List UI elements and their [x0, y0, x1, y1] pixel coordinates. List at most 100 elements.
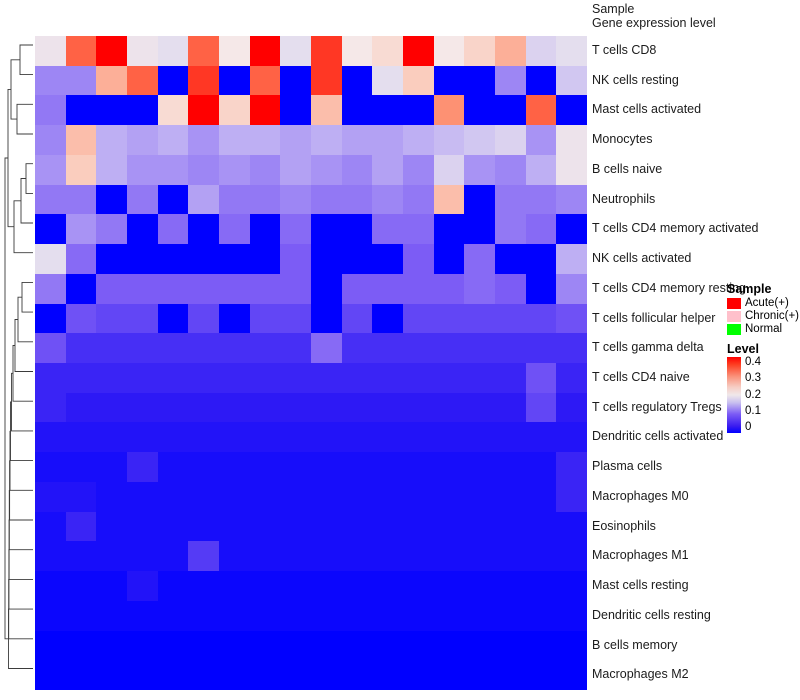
heatmap-cell	[126, 481, 158, 512]
heatmap-cell	[126, 184, 158, 215]
heatmap-cell	[525, 244, 557, 274]
heatmap-cell	[188, 95, 219, 126]
heatmap-cell	[433, 392, 465, 423]
heatmap-cell	[249, 630, 281, 661]
heatmap-cell	[188, 660, 219, 690]
heatmap-cell	[96, 452, 127, 482]
heatmap-cell	[218, 571, 250, 601]
heatmap-cell	[433, 214, 465, 245]
heatmap-cell	[402, 452, 434, 482]
heatmap-cell	[464, 36, 495, 66]
heatmap-cell	[65, 184, 97, 215]
heatmap-cell	[35, 125, 66, 155]
heatmap-cell	[372, 571, 403, 601]
heatmap-cell	[464, 660, 495, 690]
heatmap-cell	[525, 481, 557, 512]
heatmap-cell	[280, 36, 311, 66]
heatmap-cell	[35, 154, 66, 185]
level-legend-body: 0.4 0.3 0.2 0.1 0	[727, 356, 800, 433]
heatmap-cell	[310, 452, 342, 482]
heatmap-cell	[126, 541, 158, 572]
heatmap-cell	[249, 273, 281, 304]
heatmap-cell	[341, 36, 373, 66]
heatmap-cell	[96, 303, 127, 334]
heatmap-cell	[310, 511, 342, 542]
heatmap-cell	[525, 422, 557, 453]
heatmap-cell	[341, 273, 373, 304]
row-label: T cells regulatory Tregs	[592, 399, 722, 414]
heatmap-cell	[157, 244, 189, 274]
heatmap-cell	[433, 184, 465, 215]
heatmap-cell	[464, 273, 495, 304]
sample-legend-swatch	[727, 310, 741, 322]
heatmap-cell	[35, 333, 66, 363]
heatmap-cell	[464, 154, 495, 185]
heatmap-cell	[218, 630, 250, 661]
heatmap-cell	[433, 630, 465, 661]
row-label: Macrophages M1	[592, 548, 689, 563]
heatmap-cell	[372, 65, 403, 96]
heatmap-cell	[525, 452, 557, 482]
heatmap-cell	[494, 273, 526, 304]
heatmap-cell	[494, 125, 526, 155]
heatmap-cell	[556, 600, 587, 631]
heatmap-cell	[341, 95, 373, 126]
heatmap-cell	[402, 125, 434, 155]
heatmap-cell	[65, 481, 97, 512]
heatmap-cell	[249, 36, 281, 66]
heatmap-cell	[464, 511, 495, 542]
heatmap-cell	[96, 541, 127, 572]
heatmap-cell	[525, 36, 557, 66]
heatmap-cell	[310, 273, 342, 304]
heatmap-cell	[188, 511, 219, 542]
heatmap-cell	[310, 184, 342, 215]
heatmap-cell	[464, 422, 495, 453]
heatmap-cell	[372, 273, 403, 304]
heatmap-cell	[280, 333, 311, 363]
heatmap-cell	[65, 660, 97, 690]
heatmap-cell	[310, 481, 342, 512]
heatmap-cell	[494, 184, 526, 215]
sample-legend-item: Chronic(+)	[727, 310, 800, 322]
heatmap-cell	[65, 422, 97, 453]
heatmap-cell	[494, 511, 526, 542]
heatmap-cell	[126, 600, 158, 631]
heatmap-cell	[280, 571, 311, 601]
heatmap-cell	[525, 362, 557, 393]
legend-panel: Sample Acute(+) Chronic(+) Normal Level 0.…	[727, 282, 800, 433]
heatmap-cell	[341, 600, 373, 631]
heatmap-cell	[372, 154, 403, 185]
heatmap-cell	[341, 511, 373, 542]
heatmap-cell	[218, 481, 250, 512]
sample-legend-label: Chronic(+)	[745, 309, 800, 322]
row-label: Macrophages M0	[592, 488, 689, 503]
heatmap-cell	[96, 333, 127, 363]
heatmap-cell	[464, 392, 495, 423]
heatmap-cell	[556, 244, 587, 274]
row-label-column: T cells CD8 NK cells resting Mast cells ac…	[592, 36, 759, 690]
heatmap-cell	[372, 303, 403, 334]
heatmap-cell	[249, 303, 281, 334]
heatmap-cell	[402, 184, 434, 215]
heatmap-cell	[433, 36, 465, 66]
heatmap-cell	[65, 600, 97, 631]
heatmap-cell	[280, 65, 311, 96]
heatmap-cell	[402, 273, 434, 304]
heatmap-cell	[310, 214, 342, 245]
level-legend-title: Level	[727, 342, 759, 356]
heatmap-cell	[402, 95, 434, 126]
heatmap-cell	[402, 660, 434, 690]
heatmap-cell	[525, 273, 557, 304]
heatmap-cell	[65, 630, 97, 661]
heatmap-cell	[126, 36, 158, 66]
heatmap-cell	[65, 65, 97, 96]
heatmap-cell	[402, 541, 434, 572]
heatmap-cell	[310, 65, 342, 96]
level-tick-label: 0.2	[745, 389, 761, 401]
heatmap-cell	[525, 65, 557, 96]
heatmap-cell	[372, 660, 403, 690]
heatmap-cell	[65, 392, 97, 423]
heatmap-cell	[157, 481, 189, 512]
heatmap-cell	[249, 125, 281, 155]
row-label: T cells CD4 memory resting	[592, 280, 746, 295]
